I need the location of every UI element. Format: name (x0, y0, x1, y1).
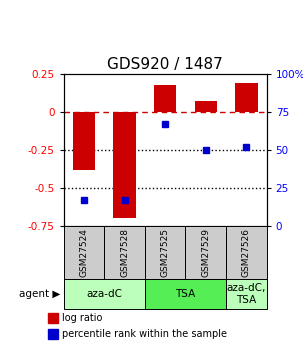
Bar (48, 313, 58, 323)
Text: GSM27528: GSM27528 (120, 228, 129, 277)
Bar (104, 226, 145, 279)
Text: aza-dC: aza-dC (86, 289, 122, 299)
Text: agent ▶: agent ▶ (19, 289, 61, 299)
Text: GSM27524: GSM27524 (79, 228, 88, 277)
Bar (113, 112, 136, 218)
Bar (235, 83, 258, 112)
Text: GSM27529: GSM27529 (201, 228, 210, 277)
Bar (185, 226, 226, 279)
Text: percentile rank within the sample: percentile rank within the sample (62, 329, 227, 339)
Bar (64, 226, 104, 279)
Text: aza-dC,
TSA: aza-dC, TSA (227, 283, 266, 305)
Bar (64, 279, 145, 309)
Bar (145, 226, 185, 279)
Bar (48, 329, 58, 339)
Text: log ratio: log ratio (62, 313, 102, 323)
Text: GSM27525: GSM27525 (161, 228, 170, 277)
Text: TSA: TSA (175, 289, 195, 299)
Bar (226, 279, 267, 309)
Bar (73, 112, 95, 170)
Bar (154, 85, 176, 112)
Bar (226, 226, 267, 279)
Bar (195, 101, 217, 112)
Text: GSM27526: GSM27526 (242, 228, 251, 277)
Bar (145, 279, 226, 309)
Title: GDS920 / 1487: GDS920 / 1487 (107, 57, 223, 72)
